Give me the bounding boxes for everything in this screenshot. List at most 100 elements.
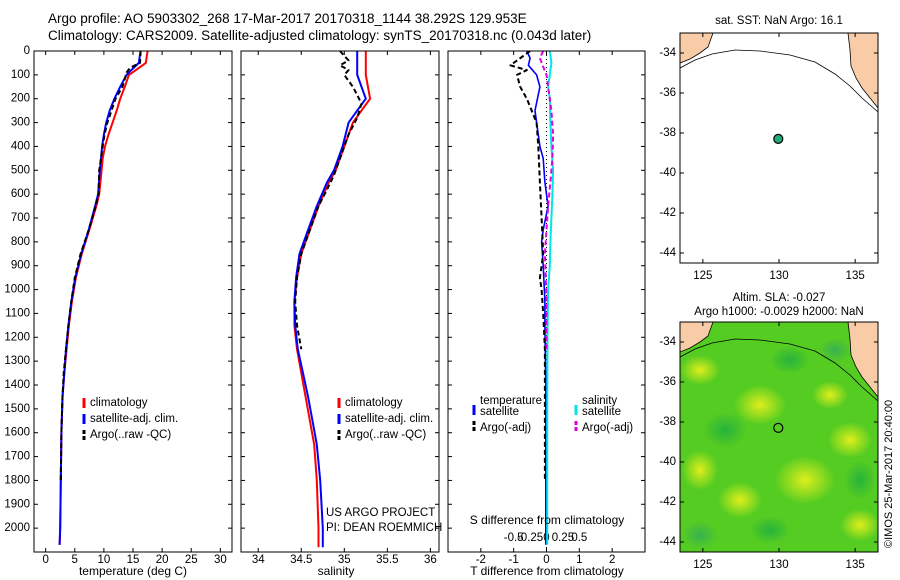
y-tick-label: 1600 bbox=[4, 427, 30, 439]
y-tick-label: 400 bbox=[11, 140, 30, 152]
x-tick-label: -2 bbox=[476, 554, 486, 566]
x-tick-label: 15 bbox=[127, 554, 140, 566]
sla-field bbox=[680, 322, 878, 552]
map-y-tick-label: -44 bbox=[659, 247, 676, 259]
map-x-tick-label: 135 bbox=[846, 559, 865, 571]
y-tick-label: 1400 bbox=[4, 379, 30, 391]
imos-stamp: ©IMOS 25-Mar-2017 20:40:00 bbox=[883, 399, 895, 548]
legend-satellite-adj-s: satellite-adj. clim. bbox=[345, 413, 433, 425]
y-tick-label: 200 bbox=[11, 93, 30, 105]
map-y-tick-label: -42 bbox=[659, 496, 676, 508]
map-y-tick-label: -34 bbox=[659, 47, 676, 59]
map-y-tick-label: -40 bbox=[659, 456, 676, 468]
salinity-panel: 34 34.5 35 35.5 36 bbox=[240, 50, 440, 566]
sla-anomaly bbox=[682, 521, 718, 549]
sst-map: -34 -36 -38 -40 -42 -44 125 130 135 bbox=[659, 32, 879, 282]
series-line-salinity-argo-adj- bbox=[538, 50, 555, 350]
map-y-tick-label: -42 bbox=[659, 207, 676, 219]
sla-land-west bbox=[680, 322, 714, 353]
x-tick-label: 25 bbox=[185, 554, 198, 566]
y-tick-label: 1800 bbox=[4, 474, 30, 486]
s-x-tick-label: -0.25 bbox=[517, 532, 543, 544]
map-y-tick-label: -34 bbox=[659, 336, 676, 348]
sla-anomaly bbox=[718, 482, 762, 518]
sla-land-east bbox=[847, 322, 878, 398]
temperature-legend: climatology satellite-adj. clim. Argo(..… bbox=[82, 397, 178, 441]
y-tick-label: 0 bbox=[24, 45, 30, 57]
sst-map-title: sat. SST: NaN Argo: 16.1 bbox=[715, 15, 843, 27]
difference-legend: temperature satellite Argo(-adj) salinit… bbox=[472, 395, 633, 434]
x-tick-label: 36 bbox=[424, 554, 437, 566]
sla-anomaly bbox=[828, 422, 872, 458]
y-tick-label: 1200 bbox=[4, 331, 30, 343]
legend-satellite-adj: satellite-adj. clim. bbox=[90, 413, 178, 425]
map-y-tick-label: -36 bbox=[659, 87, 676, 99]
map-x-tick-label: 135 bbox=[846, 270, 865, 282]
y-tick-label: 800 bbox=[11, 236, 30, 248]
s-x-tick-label: 0.25 bbox=[552, 532, 574, 544]
map-y-tick-label: -36 bbox=[659, 376, 676, 388]
legend-climatology-s: climatology bbox=[345, 397, 403, 409]
float-position-marker bbox=[773, 133, 784, 144]
x-tick-label: 10 bbox=[97, 554, 110, 566]
s-x-tick-label: -0.5 bbox=[504, 532, 524, 544]
y-tick-label: 1900 bbox=[4, 498, 30, 510]
sla-anomaly bbox=[840, 509, 878, 541]
sla-map-title-2: Argo h1000: -0.0029 h2000: NaN bbox=[694, 306, 863, 318]
temperature-xlabel: temperature (deg C) bbox=[79, 564, 187, 578]
project-line1: US ARGO PROJECT bbox=[326, 507, 435, 519]
y-tick-label: 1700 bbox=[4, 451, 30, 463]
diff-xlabel: T difference from climatology bbox=[470, 564, 624, 578]
y-tick-label: 2000 bbox=[4, 522, 30, 534]
temperature-panel: 0100200300400500600700800900100011001200… bbox=[4, 45, 233, 566]
x-tick-label: 0 bbox=[543, 554, 549, 566]
sst-map-frame bbox=[679, 32, 879, 264]
sla-anomaly bbox=[682, 450, 718, 490]
x-tick-label: 20 bbox=[156, 554, 169, 566]
y-tick-label: 600 bbox=[11, 188, 30, 200]
y-tick-label: 300 bbox=[11, 117, 30, 129]
sla-anomaly bbox=[750, 516, 790, 544]
x-tick-label: 35 bbox=[338, 554, 351, 566]
series-line-argo-adj- bbox=[509, 50, 546, 481]
x-tick-label: 30 bbox=[214, 554, 227, 566]
series-line-climatology bbox=[293, 51, 372, 548]
sla-anomaly bbox=[734, 385, 786, 425]
x-tick-label: 0 bbox=[42, 554, 48, 566]
series-line-argo-raw-qc- bbox=[59, 50, 142, 481]
y-tick-label: 1500 bbox=[4, 403, 30, 415]
sla-anomaly bbox=[770, 346, 810, 374]
map-x-tick-label: 125 bbox=[693, 559, 712, 571]
sla-map-frame bbox=[679, 321, 879, 553]
series-line-satellite bbox=[526, 50, 549, 545]
y-tick-label: 900 bbox=[11, 260, 30, 272]
salinity-xlabel: salinity bbox=[318, 564, 355, 578]
map-y-tick-label: -44 bbox=[659, 536, 676, 548]
sla-map-title-1: Altim. SLA: -0.027 bbox=[733, 292, 826, 304]
legend-t-satellite: satellite bbox=[480, 406, 519, 418]
map-x-tick-label: 130 bbox=[769, 559, 788, 571]
x-tick-label: 34.5 bbox=[290, 554, 312, 566]
project-line2: PI: DEAN ROEMMICH bbox=[326, 522, 442, 534]
diff-s-xlabel: S difference from climatology bbox=[470, 513, 625, 527]
y-tick-label: 500 bbox=[11, 164, 30, 176]
legend-argo-s: Argo(..raw -QC) bbox=[345, 429, 426, 441]
series-line-salinity-satellite bbox=[546, 50, 555, 545]
legend-s-argo: Argo(-adj) bbox=[582, 422, 633, 434]
sla-shelf-contour bbox=[680, 338, 878, 402]
legend-t-argo: Argo(-adj) bbox=[480, 422, 531, 434]
float-position-marker bbox=[773, 422, 784, 433]
sla-anomaly bbox=[844, 460, 876, 500]
legend-argo: Argo(..raw -QC) bbox=[90, 429, 171, 441]
figure-subtitle: Climatology: CARS2009. Satellite-adjuste… bbox=[48, 28, 592, 43]
sla-anomaly bbox=[703, 412, 747, 448]
map-x-tick-label: 125 bbox=[693, 270, 712, 282]
legend-salinity-title: salinity bbox=[582, 395, 617, 407]
x-tick-label: 5 bbox=[72, 554, 78, 566]
difference-panel: -2 -1 0 1 2-0.5-0.25 0 0.250.5 bbox=[447, 50, 646, 566]
panel-frame bbox=[33, 50, 233, 553]
series-line-satellite-adj-clim- bbox=[293, 51, 367, 548]
panel-frame bbox=[240, 50, 440, 553]
series-line-satellite-adj-clim- bbox=[58, 50, 142, 545]
